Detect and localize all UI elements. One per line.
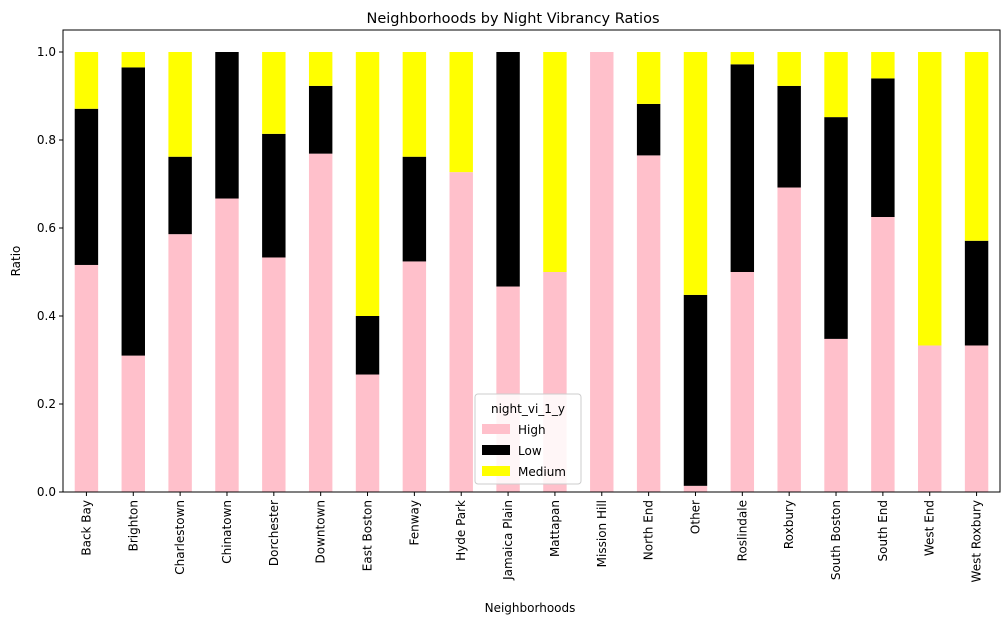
bar-high-4 (262, 257, 286, 492)
legend-label-medium: Medium (518, 465, 566, 479)
plot-frame (62, 29, 1001, 493)
x-tick-label-11: Mission Hill (595, 500, 609, 567)
legend-title: night_vi_1_y (491, 402, 565, 416)
bar-medium-0 (74, 52, 99, 109)
bar-medium-1 (121, 52, 145, 68)
chart-title: Neighborhoods by Night Vibrancy Ratios (366, 11, 659, 27)
bar-high-5 (308, 153, 333, 492)
bar-low-17 (871, 78, 895, 218)
y-axis-label: Ratio (9, 246, 23, 277)
bar-medium-4 (262, 52, 286, 134)
x-tick-label-6: East Boston (361, 500, 375, 571)
bar-low-7 (402, 156, 427, 262)
legend-box (474, 393, 582, 485)
bar-high-18 (918, 345, 942, 492)
x-tick-label-8: Hyde Park (454, 500, 468, 561)
bar-low-14 (730, 64, 755, 272)
bar-low-15 (777, 85, 801, 188)
bar-low-16 (824, 117, 848, 339)
x-tick-label-16: South Boston (829, 500, 843, 580)
bar-medium-13 (683, 52, 708, 295)
bar-low-9 (496, 52, 520, 287)
bar-high-3 (215, 198, 239, 492)
bars-group (74, 52, 989, 492)
x-tick-label-9: Jamaica Plain (501, 500, 515, 581)
bar-medium-16 (824, 52, 848, 118)
y-tick-label-1: 0.2 (37, 397, 56, 411)
bar-medium-5 (308, 52, 333, 86)
legend-items: High Low Medium (482, 423, 566, 479)
bar-medium-17 (871, 52, 895, 79)
bar-low-4 (262, 133, 286, 258)
bar-high-6 (355, 374, 380, 492)
y-tick-label-5: 1.0 (37, 45, 56, 59)
y-tick-label-0: 0.0 (37, 485, 56, 499)
x-tick-label-17: South End (876, 500, 890, 562)
x-tick-label-2: Charlestown (173, 500, 187, 575)
y-tick-label-2: 0.4 (37, 309, 56, 323)
x-tick-label-1: Brighton (126, 500, 140, 551)
bar-low-2 (168, 156, 192, 235)
bar-low-0 (74, 108, 99, 265)
x-tick-label-15: Roxbury (782, 500, 796, 549)
bar-high-16 (824, 338, 848, 492)
bar-medium-14 (730, 52, 755, 65)
bar-medium-10 (543, 52, 567, 272)
y-tick-label-4: 0.8 (37, 133, 56, 147)
x-axis: Back Bay Brighton Charlestown Chinatown Dorc… (79, 492, 984, 582)
legend: night_vi_1_y High Low Medium (474, 393, 582, 485)
bar-high-17 (871, 217, 895, 492)
x-tick-label-14: Roslindale (735, 500, 749, 561)
bar-medium-7 (402, 52, 427, 157)
y-axis: 0.0 0.2 0.4 0.6 0.8 1.0 (37, 45, 63, 499)
x-tick-label-5: Downtown (314, 500, 328, 563)
x-tick-label-19: West Roxbury (970, 500, 984, 582)
bar-high-13 (683, 485, 708, 492)
bar-medium-2 (168, 52, 192, 157)
x-tick-label-7: Fenway (407, 500, 421, 546)
bar-high-7 (402, 261, 427, 492)
bar-high-2 (168, 234, 192, 492)
bar-medium-12 (636, 52, 661, 104)
x-tick-label-0: Back Bay (79, 500, 93, 556)
bar-high-19 (964, 345, 989, 492)
bar-high-11 (590, 52, 614, 492)
bar-high-15 (777, 187, 801, 492)
bar-low-19 (964, 240, 989, 346)
bar-low-1 (121, 67, 145, 356)
bar-high-0 (74, 264, 99, 492)
bar-high-1 (121, 355, 145, 492)
bar-low-3 (215, 52, 239, 199)
legend-swatch-low (482, 445, 510, 455)
bar-medium-18 (918, 52, 942, 346)
bar-high-14 (730, 272, 755, 492)
bar-low-5 (308, 85, 333, 154)
bar-high-12 (636, 155, 661, 492)
y-tick-label-3: 0.6 (37, 221, 56, 235)
x-tick-label-4: Dorchester (267, 500, 281, 566)
bar-low-6 (355, 316, 380, 375)
x-tick-label-3: Chinatown (220, 500, 234, 564)
legend-label-high: High (518, 423, 546, 437)
x-tick-label-12: North End (642, 500, 656, 560)
bar-medium-19 (964, 52, 989, 241)
legend-label-low: Low (518, 444, 542, 458)
bar-medium-15 (777, 52, 801, 86)
bar-medium-6 (355, 52, 380, 316)
bar-high-8 (449, 172, 473, 492)
bar-low-13 (683, 294, 708, 486)
x-tick-label-13: Other (688, 500, 702, 534)
bar-low-12 (636, 103, 661, 156)
x-tick-label-18: West End (923, 500, 937, 556)
legend-swatch-medium (482, 466, 510, 476)
bar-medium-8 (449, 52, 473, 173)
legend-swatch-high (482, 424, 510, 434)
x-axis-label: Neighborhoods (485, 601, 576, 615)
x-tick-label-10: Mattapan (548, 500, 562, 557)
